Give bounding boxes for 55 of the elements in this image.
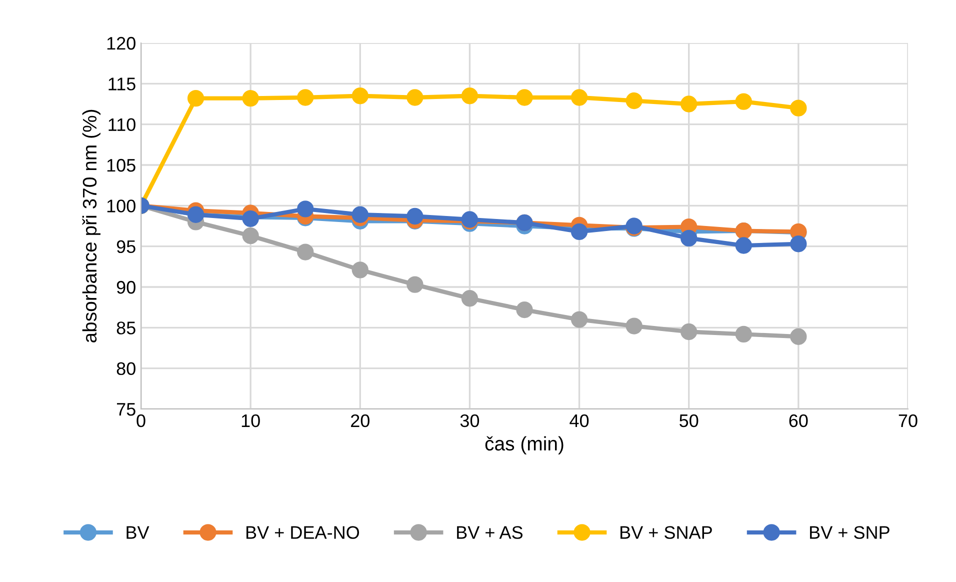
y-axis-title: absorbance při 370 nm (%) <box>82 110 100 342</box>
y-tick-label: 80 <box>116 362 136 376</box>
x-tick-label: 40 <box>570 414 589 428</box>
point <box>680 230 698 247</box>
point <box>516 301 533 318</box>
y-tick-label: 90 <box>116 280 136 294</box>
point <box>406 276 424 293</box>
point <box>352 88 368 104</box>
point <box>242 90 259 107</box>
y-tick-label: 85 <box>116 322 136 334</box>
legend-label: BV + DEA-NO <box>246 526 360 539</box>
x-tick-label: 20 <box>351 414 370 428</box>
point <box>461 290 478 307</box>
point <box>187 90 204 107</box>
point <box>680 323 698 340</box>
point <box>790 328 807 345</box>
x-tick-label: 60 <box>789 414 808 428</box>
y-tick-label: 100 <box>107 200 136 212</box>
y-tick-label: 75 <box>116 403 136 416</box>
x-tick-label: 50 <box>680 414 698 428</box>
y-tick-label: 105 <box>107 158 136 172</box>
legend-label: BV + AS <box>457 526 523 539</box>
point <box>242 227 259 244</box>
point <box>297 200 314 218</box>
point <box>735 93 752 110</box>
y-tick-label: 95 <box>116 240 136 254</box>
point <box>735 326 752 343</box>
x-axis-title: čas (min) <box>485 436 564 454</box>
x-tick-label: 10 <box>242 414 260 428</box>
point <box>352 206 368 223</box>
point <box>626 92 642 110</box>
point <box>352 262 368 278</box>
point <box>735 237 752 254</box>
point <box>680 96 698 112</box>
point <box>570 223 588 240</box>
point <box>461 88 478 104</box>
point <box>570 89 588 106</box>
point <box>570 311 588 328</box>
point <box>790 100 807 116</box>
point <box>516 89 533 106</box>
legend-label: BV <box>126 526 150 539</box>
point <box>297 89 314 106</box>
y-tick-label: 115 <box>108 78 136 90</box>
point <box>406 89 424 106</box>
point <box>790 236 807 252</box>
legend-label: BV + SNAP <box>620 526 712 539</box>
legend-label: BV + SNP <box>810 526 890 539</box>
point <box>406 208 424 225</box>
x-tick-label: 70 <box>898 414 918 428</box>
y-tick-label: 120 <box>107 36 136 50</box>
point <box>297 244 314 260</box>
point <box>626 318 642 334</box>
y-tick-label: 110 <box>108 118 136 132</box>
x-tick-label: 30 <box>460 414 480 428</box>
x-tick-label: 0 <box>136 414 146 428</box>
